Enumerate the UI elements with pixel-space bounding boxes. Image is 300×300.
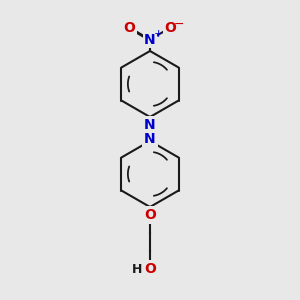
Text: N: N: [144, 118, 156, 132]
Text: O: O: [144, 262, 156, 276]
Text: O: O: [164, 21, 176, 34]
Text: N: N: [144, 33, 156, 46]
Text: +: +: [153, 29, 163, 39]
Text: −: −: [174, 18, 185, 31]
Text: O: O: [144, 208, 156, 222]
Text: N: N: [144, 132, 156, 146]
Text: O: O: [124, 21, 136, 34]
Text: H: H: [132, 263, 142, 276]
